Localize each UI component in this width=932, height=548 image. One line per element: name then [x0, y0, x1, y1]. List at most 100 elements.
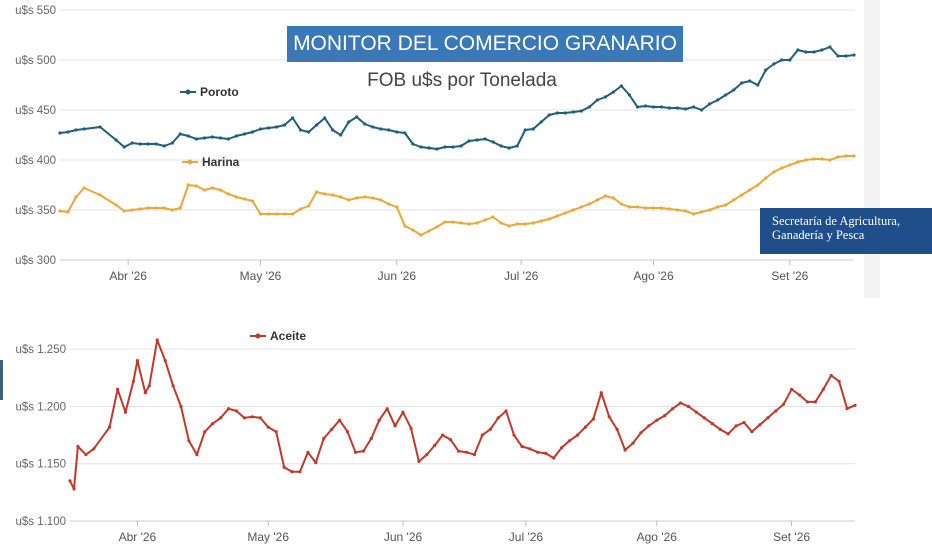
poroto-point: [154, 142, 158, 146]
poroto-point: [443, 145, 447, 149]
aceite-point: [338, 418, 342, 422]
harina-point: [788, 163, 792, 167]
aceite-point: [552, 456, 556, 460]
harina-point: [210, 186, 214, 190]
poroto-point: [595, 98, 600, 102]
aceite-point: [345, 430, 350, 434]
aceite-point: [821, 387, 825, 391]
harina-point: [283, 212, 287, 216]
aceite-point: [544, 451, 548, 455]
aceite-point: [274, 430, 278, 434]
harina-point: [748, 188, 752, 192]
aceite-point: [92, 447, 96, 451]
aceite-point: [250, 415, 254, 419]
x-tick-label: Abr '26: [119, 530, 157, 544]
aceite-point: [203, 430, 207, 434]
y-tick-label: u$s 500: [15, 55, 56, 67]
poroto-point: [539, 120, 543, 124]
poroto-point: [467, 139, 471, 143]
poroto-point: [274, 125, 279, 129]
agency-logo: Secretaría de Agricultura, Ganadería y P…: [760, 208, 932, 254]
y-tick-label: u$s 1.200: [15, 401, 66, 413]
poroto-point: [74, 128, 78, 132]
poroto-point: [323, 116, 327, 120]
aceite-point: [694, 410, 699, 414]
poroto-legend-marker: [185, 89, 191, 95]
harina-point: [299, 207, 303, 211]
harina-point: [475, 221, 479, 225]
aceite-point: [488, 427, 492, 431]
aceite-legend-label: Aceite: [270, 329, 306, 343]
y-tick-label: u$s 400: [15, 155, 56, 167]
harina-point: [836, 155, 840, 159]
aceite-point: [123, 410, 128, 414]
poroto-point: [659, 105, 664, 109]
y-tick-label: u$s 450: [15, 105, 56, 117]
poroto-point: [764, 68, 768, 72]
harina-point: [403, 224, 407, 228]
harina-point: [627, 205, 632, 209]
harina-point: [98, 193, 102, 197]
oil-price-chart: u$s 1.250 u$s 1.200 u$s 1.150 u$s 1.100 Abr …: [15, 329, 857, 544]
x-tick-label: Jun '26: [378, 269, 417, 283]
harina-point: [595, 198, 600, 202]
poroto-point: [780, 58, 784, 62]
poroto-point: [194, 137, 198, 141]
poroto-point: [804, 50, 808, 54]
aceite-point: [591, 417, 595, 421]
poroto-point: [836, 54, 840, 58]
poroto-point: [531, 127, 535, 131]
harina-point: [796, 160, 800, 164]
poroto-point: [724, 93, 728, 97]
aceite-point: [766, 416, 770, 420]
poroto-point: [283, 123, 287, 127]
poroto-point: [587, 105, 591, 109]
poroto-point: [579, 109, 583, 113]
aceite-point: [512, 433, 516, 437]
aceite-point: [464, 450, 469, 454]
harina-point: [138, 207, 142, 211]
aceite-point: [845, 407, 849, 411]
poroto-legend-label: Poroto: [200, 85, 239, 99]
aceite-point: [623, 448, 627, 452]
harina-point: [708, 208, 712, 212]
aceite-point: [282, 465, 286, 469]
aceite-point: [504, 409, 508, 413]
poroto-point: [291, 116, 295, 120]
poroto-point: [122, 145, 126, 149]
poroto-point: [547, 113, 551, 117]
poroto-point: [178, 132, 182, 136]
harina-point: [74, 195, 78, 199]
poroto-point: [812, 50, 816, 54]
poroto-point: [451, 145, 455, 149]
harina-point: [603, 194, 608, 198]
aceite-point: [742, 420, 746, 425]
aceite-point: [686, 404, 691, 409]
aceite-legend-marker: [255, 333, 261, 339]
page-subtitle: FOB u$s por Tonelada: [367, 70, 557, 91]
aceite-point: [710, 422, 714, 426]
harina-point: [82, 186, 86, 190]
poroto-point: [379, 127, 383, 131]
aceite-point: [298, 470, 302, 474]
poroto-point: [66, 130, 70, 134]
harina-point: [611, 196, 616, 200]
aceite-point: [734, 424, 738, 428]
poroto-point: [234, 134, 238, 138]
harina-point: [387, 202, 391, 206]
harina-point: [58, 209, 62, 213]
poroto-point: [395, 130, 399, 134]
aceite-point: [322, 436, 326, 441]
poroto-point: [507, 146, 511, 150]
aceite-series-line: [69, 339, 856, 490]
harina-point: [307, 204, 311, 208]
poroto-point: [643, 104, 648, 108]
harina-point: [114, 203, 118, 207]
harina-point: [234, 195, 238, 199]
poroto-point: [146, 142, 150, 146]
aceite-point: [290, 470, 294, 474]
harina-point: [266, 212, 271, 216]
agency-name-line-2: Ganadería y Pesca: [772, 228, 865, 242]
aceite-point: [480, 433, 484, 437]
harina-point: [363, 195, 367, 199]
